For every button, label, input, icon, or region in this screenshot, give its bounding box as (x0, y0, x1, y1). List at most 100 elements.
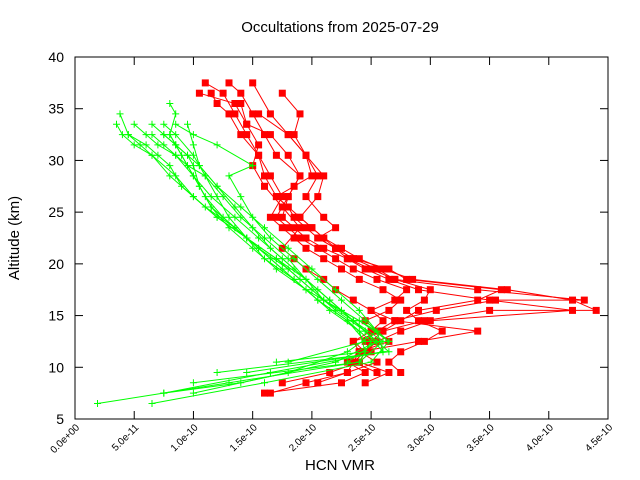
data-point (314, 286, 322, 294)
profile-line (281, 92, 597, 384)
y-tick-label: 20 (48, 256, 64, 272)
data-point (195, 182, 203, 190)
data-point (219, 213, 227, 221)
data-point (243, 234, 251, 242)
data-point (225, 224, 233, 232)
data-point (343, 358, 351, 366)
data-point (249, 244, 257, 252)
data-point (160, 389, 168, 397)
y-tick-label: 35 (48, 101, 64, 117)
data-point (355, 358, 363, 366)
data-point (118, 131, 126, 139)
x-tick-label: 0.0e+00 (49, 422, 83, 456)
data-point (385, 337, 393, 345)
y-tick-label: 10 (48, 359, 64, 375)
data-point (272, 255, 280, 263)
data-point (355, 327, 363, 335)
profile-line (199, 92, 408, 363)
data-point (207, 193, 215, 201)
data-point (284, 255, 292, 263)
data-point (314, 275, 322, 283)
y-tick-label: 25 (48, 204, 64, 220)
x-tick-label: 3.5e-10 (465, 422, 497, 454)
x-tick-label: 4.0e-10 (524, 422, 556, 454)
data-point (225, 172, 233, 180)
data-point (338, 296, 345, 304)
y-tick-label: 40 (48, 49, 64, 65)
data-point (308, 286, 316, 294)
x-tick-label: 5.0e-11 (110, 422, 142, 454)
profile-line (252, 82, 573, 384)
y-tick-label: 15 (48, 308, 64, 324)
data-point (136, 141, 144, 149)
data-point (172, 151, 180, 159)
data-point (213, 193, 221, 201)
data-point (332, 358, 340, 366)
data-point (213, 182, 221, 190)
data-point (116, 110, 124, 118)
data-point (172, 131, 180, 139)
x-tick-label: 1.5e-10 (228, 422, 260, 454)
data-point (113, 120, 120, 128)
data-point (172, 110, 180, 118)
data-point (148, 400, 156, 407)
data-point (178, 182, 186, 190)
data-point (201, 203, 209, 211)
data-point (184, 151, 191, 159)
data-point (189, 162, 197, 170)
data-point (94, 400, 101, 407)
data-point (338, 306, 345, 314)
data-point (249, 224, 257, 232)
x-tick-label: 2.5e-10 (346, 422, 378, 454)
data-point (361, 348, 369, 356)
y-tick-label: 5 (56, 411, 64, 427)
data-point (207, 203, 215, 211)
data-point (367, 358, 375, 366)
data-point (184, 120, 191, 128)
data-point (148, 151, 156, 159)
data-point (249, 162, 257, 170)
plot-frame (74, 56, 609, 420)
data-point (225, 213, 233, 221)
data-point (166, 100, 174, 107)
data-point (355, 306, 363, 314)
data-point (189, 389, 197, 397)
data-point (266, 244, 274, 252)
data-point (154, 151, 162, 159)
data-point (166, 131, 174, 139)
data-point (290, 255, 298, 263)
data-point (124, 131, 132, 139)
data-point (130, 141, 138, 149)
data-point (231, 203, 239, 211)
data-point (160, 120, 168, 128)
y-axis-label: Altitude (km) (6, 196, 23, 280)
data-point (272, 265, 280, 273)
data-point (266, 255, 274, 263)
data-point (243, 369, 251, 376)
data-point (361, 317, 369, 325)
data-point (166, 172, 174, 180)
data-point (213, 369, 221, 376)
data-point (172, 141, 180, 149)
data-point (189, 151, 197, 159)
data-point (189, 172, 197, 180)
data-point (189, 141, 197, 149)
data-point (290, 265, 298, 273)
data-point (326, 306, 334, 314)
data-point (160, 131, 168, 139)
data-point (237, 203, 245, 211)
data-point (249, 213, 257, 221)
x-tick-label: 1.0e-10 (169, 422, 201, 454)
data-point (195, 162, 203, 170)
data-point (154, 141, 162, 149)
x-tick-label: 2.0e-10 (287, 422, 319, 454)
y-tick-label: 30 (48, 152, 64, 168)
data-point (148, 120, 156, 128)
data-point (160, 141, 168, 149)
data-point (178, 151, 186, 159)
data-point (284, 244, 292, 252)
data-point (261, 379, 268, 387)
data-point (189, 131, 197, 139)
data-point (385, 348, 393, 356)
